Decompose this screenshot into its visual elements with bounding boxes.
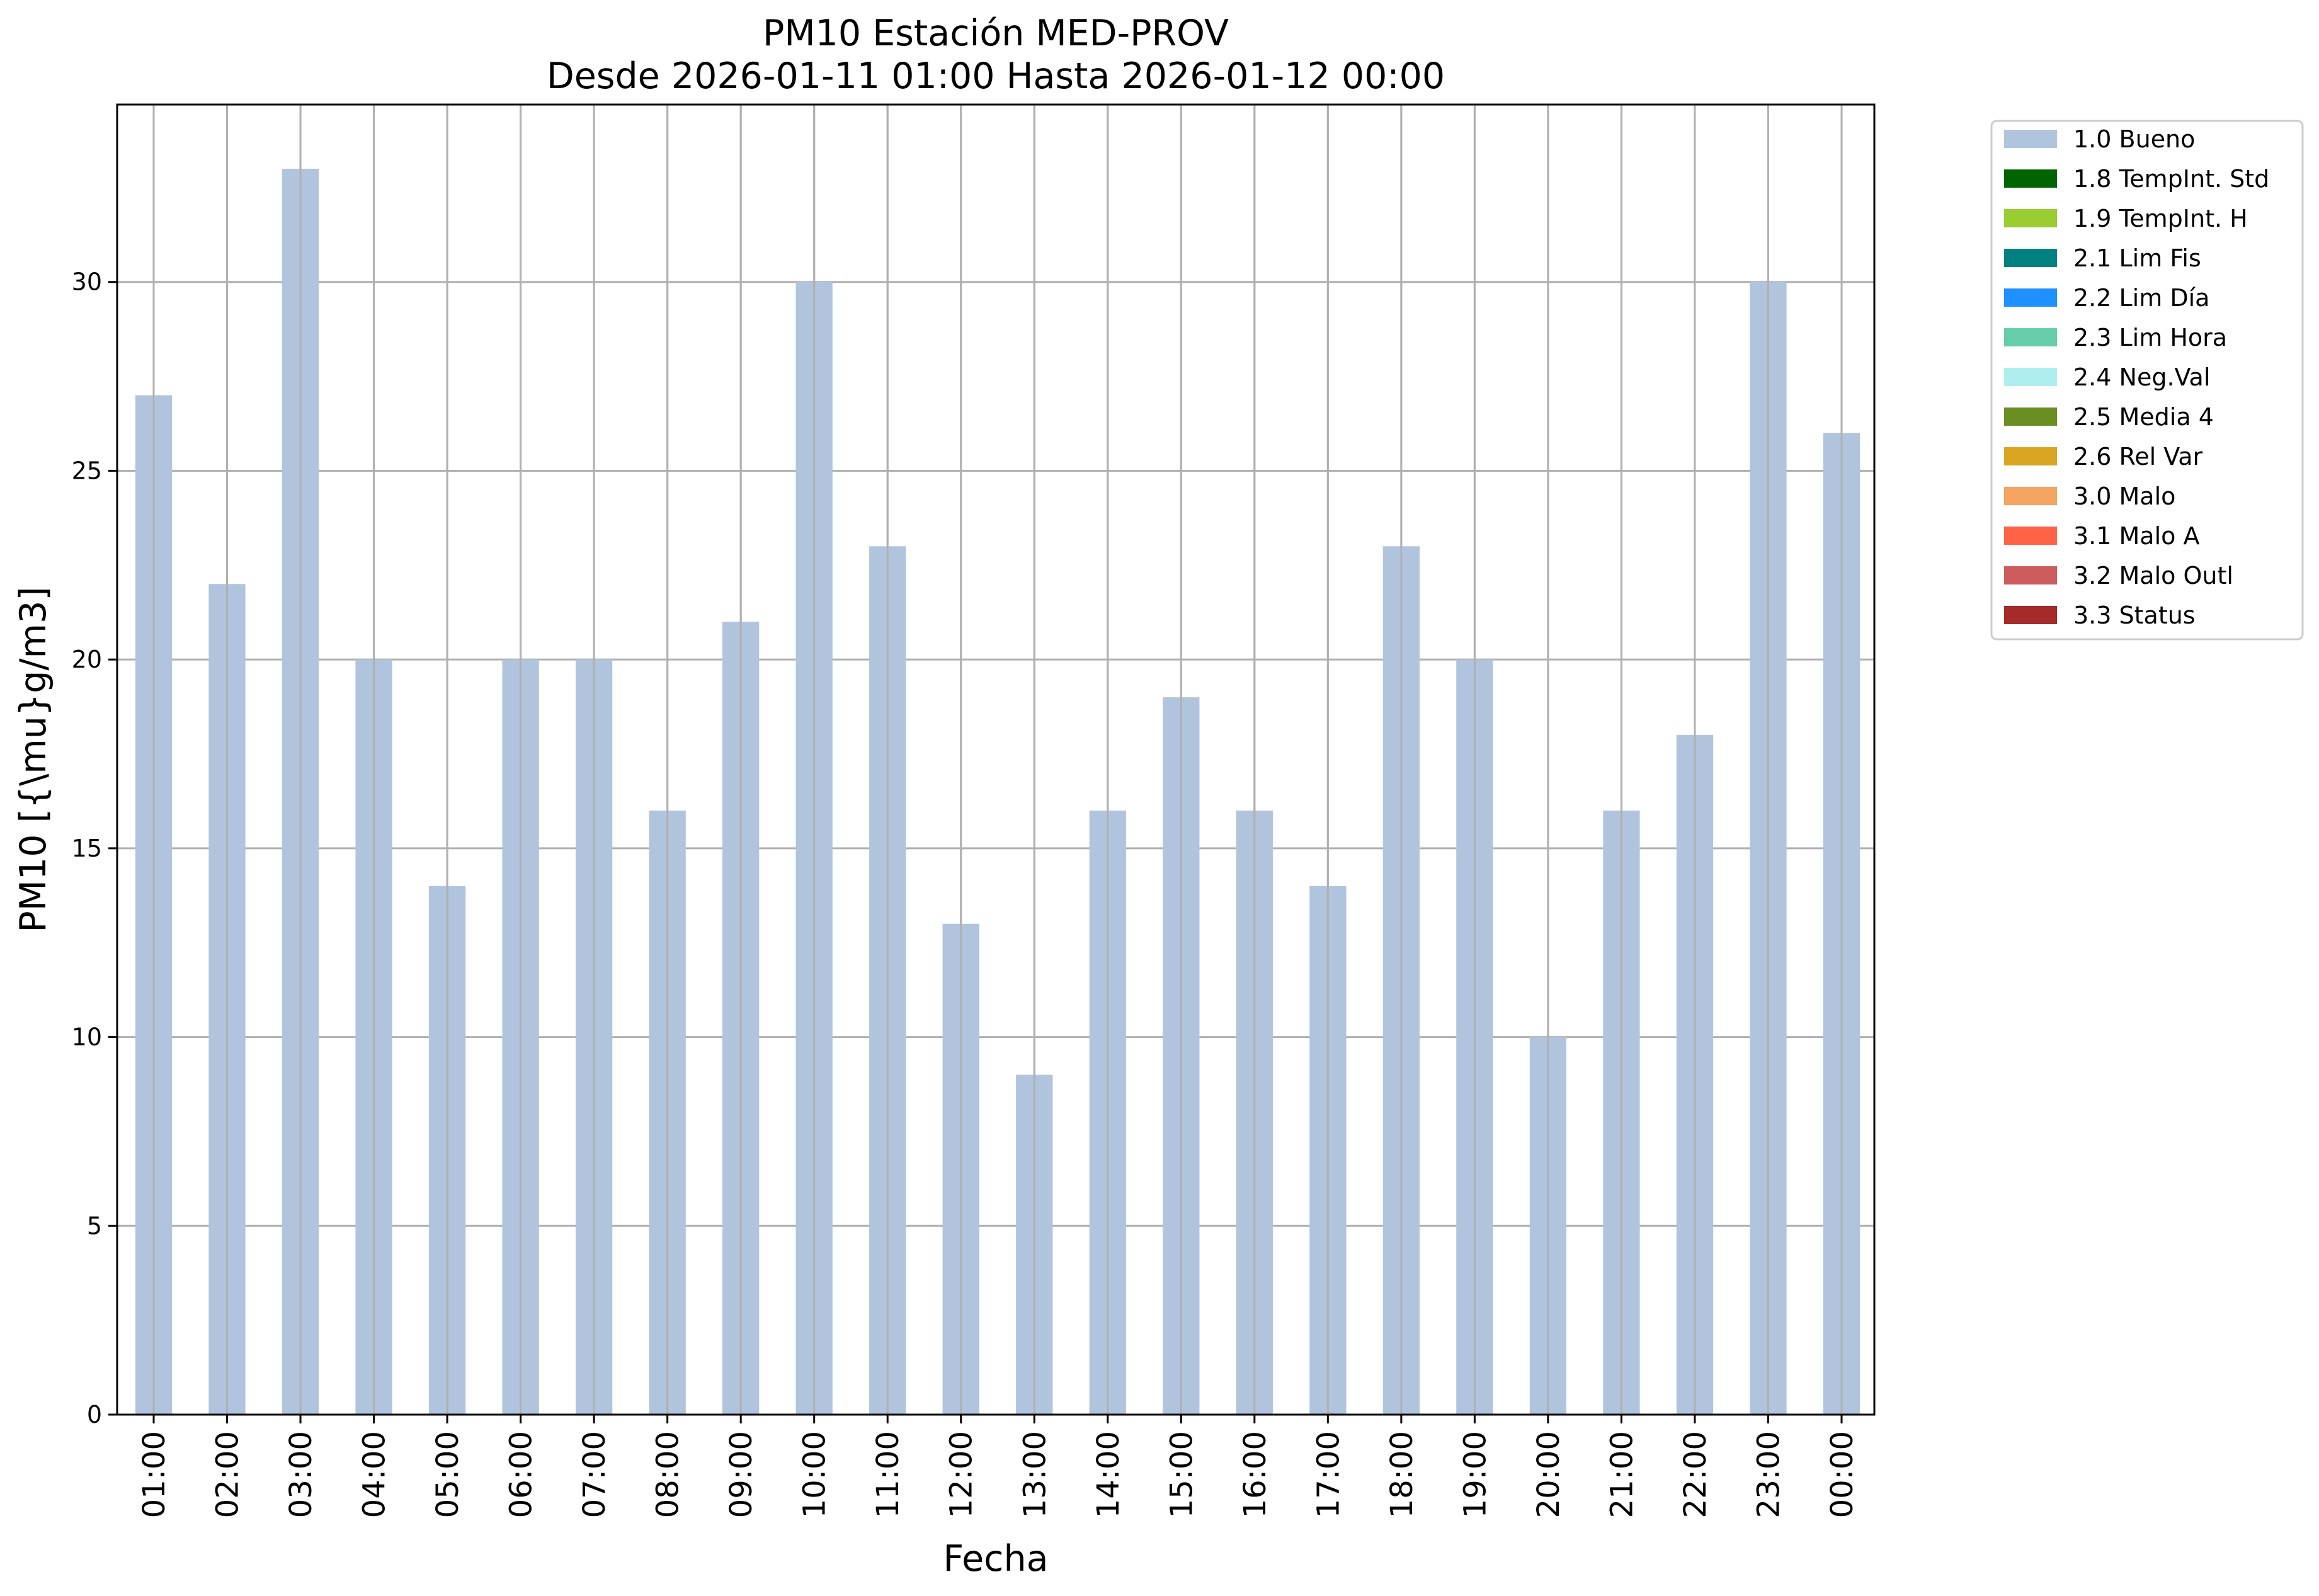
y-tick-label: 20	[72, 646, 102, 673]
x-tick-label: 09:00	[724, 1431, 759, 1518]
y-gridlines	[117, 281, 1874, 1227]
x-tick-label: 04:00	[357, 1431, 392, 1518]
x-gridlines	[152, 105, 1843, 1415]
legend-item-label: 3.3 Status	[2073, 601, 2196, 629]
x-tick-label: 16:00	[1238, 1431, 1273, 1518]
y-tick-label: 0	[87, 1401, 102, 1428]
legend-item-label: 1.9 TempInt. H	[2073, 205, 2248, 232]
x-tick-label: 12:00	[944, 1431, 979, 1518]
legend-item-label: 1.0 Bueno	[2073, 125, 2195, 153]
x-tick-label: 19:00	[1457, 1431, 1493, 1518]
legend-swatch	[2004, 606, 2057, 624]
legend-item-label: 2.5 Media 4	[2073, 403, 2214, 431]
legend-item-label: 3.0 Malo	[2073, 482, 2175, 510]
legend: 1.0 Bueno 1.8 TempInt. Std 1.9 TempInt. H 2…	[1990, 120, 2304, 641]
chart-subtitle: Desde 2026-01-11 01:00 Hasta 2026-01-12 …	[547, 55, 1445, 97]
plot-frame	[116, 103, 1876, 1416]
x-tick-label: 07:00	[577, 1431, 612, 1518]
legend-swatch	[2004, 566, 2057, 584]
legend-item-label: 2.4 Neg.Val	[2073, 363, 2210, 391]
x-tick-label: 02:00	[210, 1431, 246, 1518]
x-tick-label: 10:00	[797, 1431, 833, 1518]
x-tick-label: 14:00	[1091, 1431, 1126, 1518]
legend-swatch	[2004, 130, 2057, 148]
legend-item-label: 2.3 Lim Hora	[2073, 324, 2227, 351]
legend-box	[1990, 120, 2304, 641]
x-tick-label: 23:00	[1751, 1431, 1786, 1518]
x-tick-label: 15:00	[1164, 1431, 1199, 1518]
x-gridlines-over-bars	[152, 105, 1843, 1415]
x-tick-label: 03:00	[283, 1431, 319, 1518]
legend-swatch	[2004, 328, 2057, 346]
x-tick-label: 06:00	[504, 1431, 539, 1518]
legend-swatch	[2004, 169, 2057, 188]
x-axis-label: Fecha	[943, 1538, 1048, 1580]
x-tick-label: 22:00	[1678, 1431, 1713, 1518]
x-axis-ticks: 01:00 02:00 03:00 04:00 05:00 06:00 07:00 08:00…	[137, 1415, 1860, 1518]
y-tick-label: 25	[72, 457, 102, 484]
legend-item-label: 2.1 Lim Fis	[2073, 244, 2201, 272]
legend-swatch	[2004, 368, 2057, 386]
legend-swatch	[2004, 447, 2057, 465]
y-tick-label: 15	[72, 835, 102, 862]
legend-swatch	[2004, 288, 2057, 307]
x-tick-label: 13:00	[1017, 1431, 1052, 1518]
chart-title: PM10 Estación MED-PROV	[763, 13, 1229, 54]
x-tick-label: 11:00	[870, 1431, 906, 1518]
legend-swatch	[2004, 487, 2057, 505]
x-tick-label: 05:00	[430, 1431, 465, 1518]
x-tick-label: 18:00	[1384, 1431, 1420, 1518]
y-axis-ticks: 0 5 10 15 20 25 30	[72, 268, 117, 1428]
legend-swatch	[2004, 408, 2057, 426]
bars	[135, 168, 1860, 1415]
legend-item-label: 3.2 Malo Outl	[2073, 562, 2233, 590]
y-tick-label: 10	[72, 1023, 102, 1051]
y-tick-label: 5	[87, 1212, 102, 1240]
x-tick-label: 21:00	[1604, 1431, 1639, 1518]
x-tick-label: 20:00	[1531, 1431, 1566, 1518]
legend-swatch	[2004, 527, 2057, 545]
y-tick-label: 30	[72, 268, 102, 296]
legend-item-label: 3.1 Malo A	[2073, 522, 2199, 550]
legend-item-label: 2.2 Lim Día	[2073, 284, 2209, 312]
x-tick-label: 01:00	[137, 1431, 172, 1518]
y-axis-label: PM10 [{\mu}g/m3]	[13, 586, 54, 932]
x-tick-label: 17:00	[1311, 1431, 1346, 1518]
legend-item-label: 2.6 Rel Var	[2073, 443, 2203, 470]
legend-swatch	[2004, 209, 2057, 227]
x-tick-label: 00:00	[1825, 1431, 1860, 1518]
x-tick-label: 08:00	[651, 1431, 686, 1518]
legend-item-label: 1.8 TempInt. Std	[2073, 165, 2269, 193]
legend-swatch	[2004, 249, 2057, 267]
